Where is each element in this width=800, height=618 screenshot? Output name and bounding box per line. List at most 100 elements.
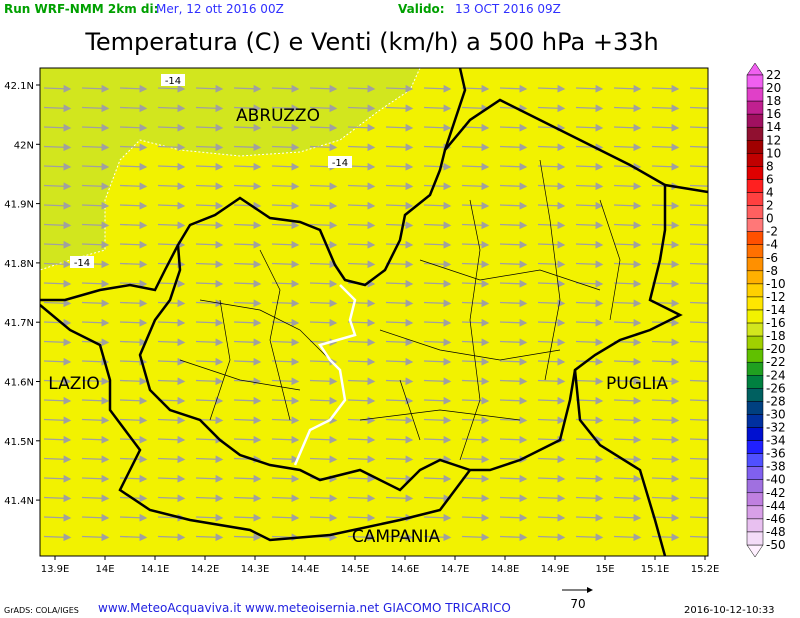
wind-arrow: [233, 474, 262, 483]
colorbar-box: [746, 283, 764, 298]
wind-arrow: [81, 416, 110, 425]
wind-arrow: [195, 143, 224, 152]
wind-arrow: [575, 143, 604, 152]
wind-arrow: [537, 357, 566, 366]
wind-arrow: [385, 123, 414, 132]
wind-arrow: [651, 377, 680, 386]
wind-arrow: [81, 513, 110, 522]
wind-arrow: [233, 435, 262, 444]
wind-arrow: [461, 396, 490, 405]
colorbar-box: [746, 205, 764, 219]
wind-arrow: [423, 84, 452, 93]
wind-arrow: [195, 162, 224, 171]
wind-arrow: [43, 299, 72, 308]
colorbar-label: 14: [766, 120, 781, 134]
wind-arrow: [195, 279, 224, 288]
wind-arrow: [537, 221, 566, 230]
wind-arrow: [157, 455, 186, 464]
wind-arrow: [347, 474, 376, 483]
colorbar-cap: [746, 62, 764, 76]
wind-arrow: [689, 87, 708, 90]
wind-arrow: [157, 416, 186, 425]
wind-arrow: [43, 201, 72, 210]
wind-arrow: [613, 377, 642, 386]
wind-arrow: [157, 143, 186, 152]
wind-arrow: [575, 162, 604, 171]
colorbar-label: -30: [766, 407, 786, 421]
wind-arrow: [195, 84, 224, 93]
wind-arrow: [195, 260, 224, 269]
wind-arrow: [119, 279, 148, 288]
wind-arrow: [233, 513, 262, 522]
wind-arrow: [537, 533, 566, 542]
wind-arrow: [233, 123, 262, 132]
wind-arrow: [651, 162, 680, 171]
wind-arrow: [119, 513, 148, 522]
wind-arrow: [651, 143, 680, 152]
colorbar-label: -34: [766, 434, 786, 448]
wind-arrow: [537, 416, 566, 425]
wind-arrow: [233, 201, 262, 210]
municipal-borders: [179, 159, 621, 461]
wind-arrow: [43, 377, 72, 386]
wind-arrow: [423, 533, 452, 542]
wind-arrow: [461, 494, 490, 503]
wind-arrow: [385, 435, 414, 444]
wind-arrow: [43, 455, 72, 464]
colorbar-label: 12: [766, 133, 781, 147]
wind-arrow: [347, 240, 376, 249]
wind-arrow: [613, 221, 642, 230]
wind-arrow: [613, 513, 642, 522]
colorbar-label: 16: [766, 107, 781, 121]
wind-arrow: [461, 201, 490, 210]
wind-arrow: [347, 455, 376, 464]
wind-arrow: [119, 84, 148, 93]
wind-arrow: [575, 377, 604, 386]
wind-arrow: [157, 182, 186, 191]
wind-arrow: [499, 299, 528, 308]
wind-arrow: [651, 260, 680, 269]
province-border: [293, 284, 357, 466]
wind-arrow: [499, 357, 528, 366]
colorbar-label: -32: [766, 421, 786, 435]
wind-arrow: [309, 104, 338, 113]
wind-arrow: [81, 435, 110, 444]
wind-arrow: [461, 318, 490, 327]
wind-arrow: [575, 221, 604, 230]
wind-arrow: [423, 338, 452, 347]
wind-arrow: [81, 455, 110, 464]
run-label: Run WRF-NMM 2km di:: [4, 2, 158, 16]
wind-arrow: [499, 143, 528, 152]
wind-arrow: [157, 162, 186, 171]
wind-arrow: [195, 455, 224, 464]
wind-arrow: [575, 123, 604, 132]
wind-arrow: [461, 240, 490, 249]
wind-arrow: [575, 260, 604, 269]
wind-arrow: [195, 123, 224, 132]
wind-arrow: [233, 104, 262, 113]
colorbar-label: -40: [766, 473, 786, 487]
wind-arrow: [461, 182, 490, 191]
map-area: ABRUZZO LAZIO PUGLIA CAMPANIA -14 -14 -1…: [40, 68, 708, 556]
wind-arrow: [81, 221, 110, 230]
wind-arrow: [43, 474, 72, 483]
wind-arrow: [157, 84, 186, 93]
wind-arrow: [689, 223, 708, 226]
wind-arrow: [689, 360, 708, 363]
wind-arrow: [423, 318, 452, 327]
wind-arrow: [309, 143, 338, 152]
wind-arrow: [43, 494, 72, 503]
wind-arrow: [195, 318, 224, 327]
wind-arrow: [347, 357, 376, 366]
wind-arrow: [689, 418, 708, 421]
colorbar-label: -10: [766, 277, 786, 291]
wind-arrow: [385, 260, 414, 269]
wind-arrow: [613, 533, 642, 542]
colorbar-box: [746, 479, 764, 494]
wind-arrow: [233, 143, 262, 152]
wind-arrow: [81, 123, 110, 132]
wind-arrow: [499, 474, 528, 483]
wind-arrow: [423, 474, 452, 483]
wind-arrow: [461, 104, 490, 113]
